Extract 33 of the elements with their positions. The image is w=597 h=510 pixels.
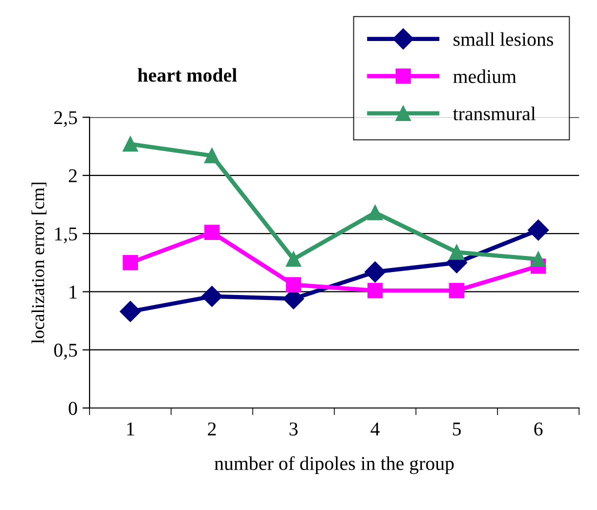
x-tick-label: 6: [534, 422, 543, 436]
point: [530, 252, 546, 267]
y-axis-title: localization error [cm]: [32, 182, 46, 344]
point: [367, 205, 383, 220]
y-tick-label: 1: [70, 286, 77, 298]
legend-label: medium: [453, 69, 516, 84]
chart-title: heart model: [138, 68, 237, 82]
point: [201, 286, 222, 307]
point: [528, 220, 549, 241]
x-axis-title: number of dipoles in the group: [214, 456, 454, 474]
legend-label: small lesions: [454, 32, 554, 46]
point: [286, 277, 302, 292]
point: [449, 282, 464, 298]
y-tick-label: 0: [68, 402, 78, 415]
x-tick-label: 5: [452, 422, 461, 436]
y-tick-label: 2,5: [54, 111, 77, 128]
point: [286, 252, 302, 267]
x-tick-label: 3: [290, 422, 298, 436]
point: [367, 282, 383, 298]
y-tick-label: 2: [68, 169, 77, 182]
x-tick-label: 4: [370, 422, 380, 436]
point: [204, 148, 220, 164]
point: [122, 136, 138, 152]
point: [120, 300, 141, 322]
x-tick-label: 2: [208, 422, 216, 436]
x-tick-label: 1: [127, 422, 134, 436]
point: [449, 244, 464, 260]
point: [122, 255, 138, 270]
point: [204, 224, 220, 240]
y-tick-label: 1,5: [55, 227, 77, 244]
point: [364, 261, 386, 282]
y-tick-label: 0,5: [54, 344, 77, 360]
legend-label: transmural: [453, 106, 536, 120]
